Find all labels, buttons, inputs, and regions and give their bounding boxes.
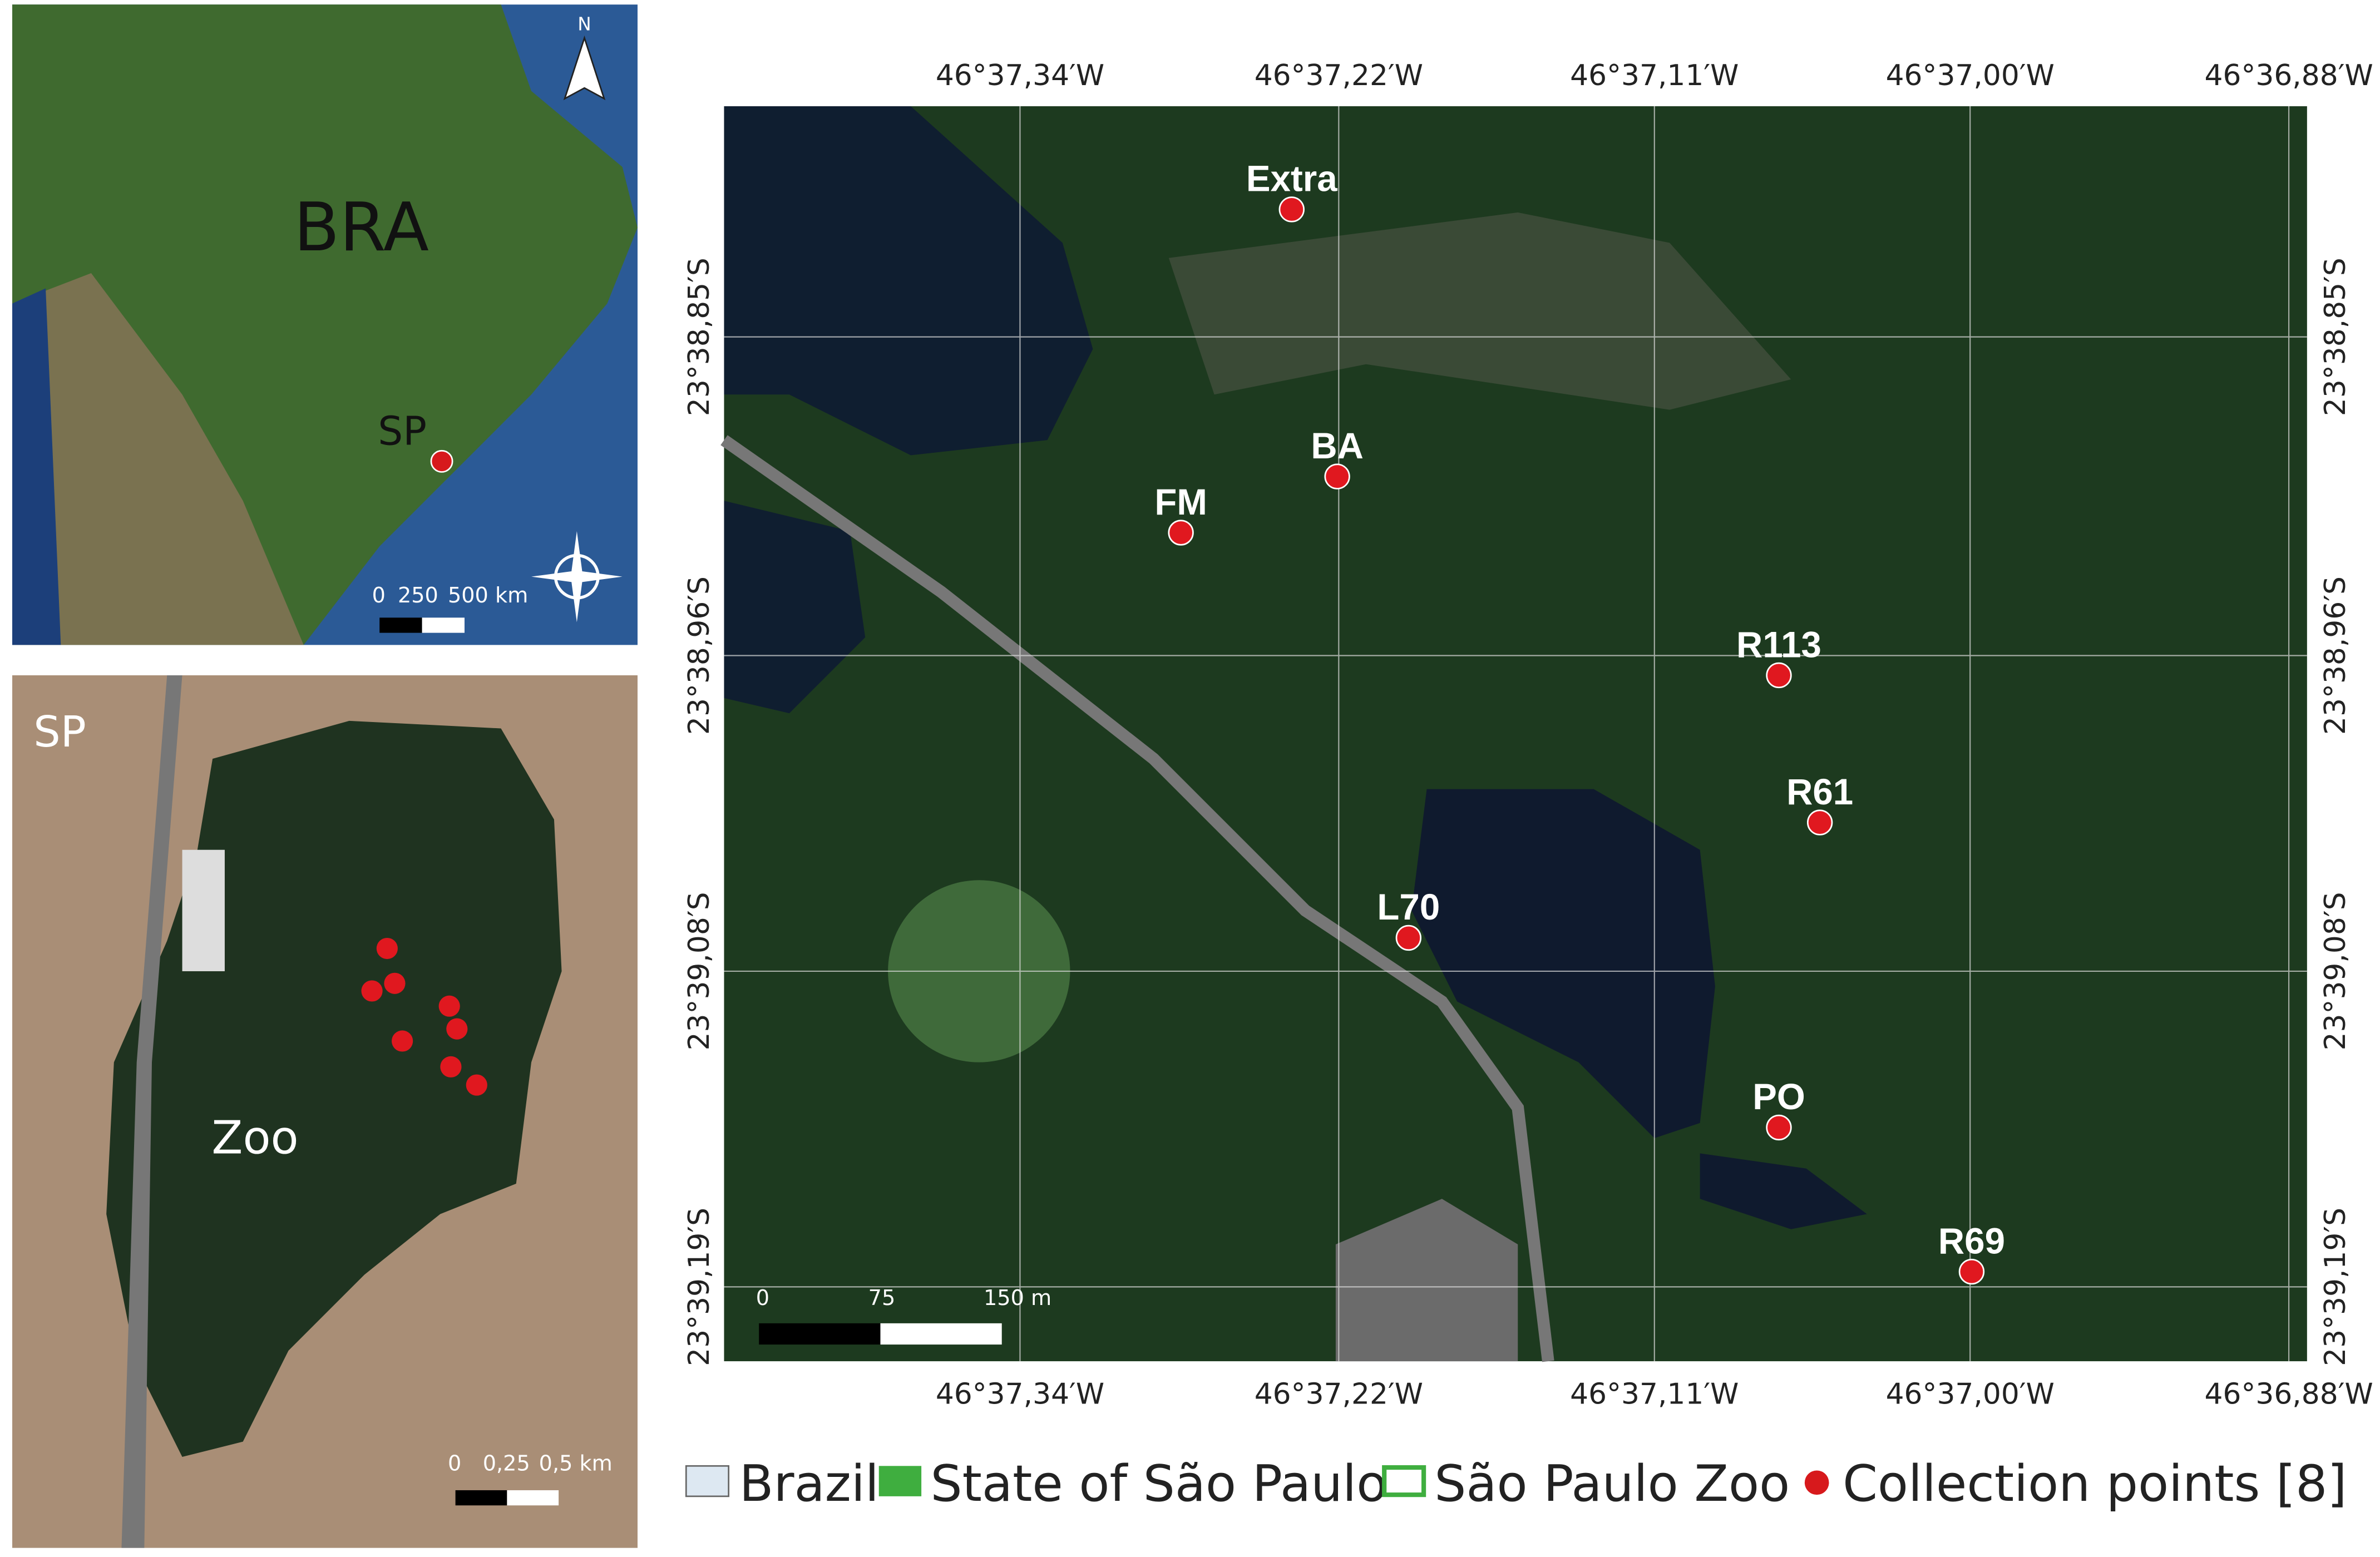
latitude-label: 23°38,85′S	[2319, 258, 2352, 416]
scale-bar	[455, 1490, 507, 1506]
point-label: Extra	[1246, 159, 1337, 199]
graticule	[724, 106, 2307, 1362]
point-label: FM	[1154, 482, 1207, 522]
point-label: R69	[1938, 1220, 2005, 1261]
point-label: PO	[1752, 1076, 1805, 1117]
latitude-labels-right: 23°38,85′S 23°38,96′S 23°39,08′S 23°39,19′S	[2319, 258, 2352, 1366]
longitude-label: 46°37,11′W	[1570, 59, 1739, 92]
scale-bar	[379, 617, 422, 633]
scale-label: 150 m	[984, 1286, 1051, 1311]
inset-point	[446, 1018, 468, 1040]
lake	[1411, 789, 1715, 1139]
scale-label: 0	[448, 1451, 461, 1476]
longitude-labels-top: 46°37,34′W 46°37,22′W 46°37,11′W 46°37,00′W…	[936, 59, 2373, 92]
legend-swatch	[685, 1465, 730, 1497]
collection-point	[1168, 520, 1194, 546]
longitude-label: 46°36,88′W	[2204, 59, 2373, 92]
collection-point	[1324, 463, 1350, 490]
main-map: 46°37,34′W 46°37,22′W 46°37,11′W 46°37,00′W…	[683, 59, 2373, 1411]
legend-label: Collection points [8]	[1843, 1455, 2347, 1513]
land-dry	[12, 273, 304, 645]
scale-bar	[880, 1323, 1002, 1345]
latitude-label: 23°39,08′S	[683, 892, 716, 1051]
longitude-label: 46°37,22′W	[1255, 59, 1423, 92]
collection-point	[1278, 196, 1305, 223]
legend: Brazil State of São Paulo São Paulo Zoo …	[685, 1455, 2347, 1513]
longitude-label: 46°37,00′W	[1886, 59, 2055, 92]
collection-point	[1806, 809, 1833, 836]
collection-point	[1395, 925, 1422, 951]
city-label: SP	[33, 708, 86, 757]
inset-point	[392, 1030, 413, 1052]
latitude-label: 23°39,19′S	[683, 1208, 716, 1366]
scale-label: 0	[756, 1286, 769, 1311]
scale-label: 75	[868, 1286, 896, 1311]
scale-bar	[507, 1490, 559, 1506]
building	[182, 849, 225, 971]
point-label: R113	[1736, 624, 1821, 665]
lake	[1700, 1153, 1867, 1229]
compass-rose	[531, 531, 623, 622]
inset-point	[438, 995, 460, 1017]
longitude-label: 46°37,11′W	[1570, 1377, 1739, 1411]
legend-label: Brazil	[739, 1455, 879, 1513]
inset-point	[466, 1074, 487, 1096]
ocean-west	[12, 288, 61, 645]
inset-points	[361, 937, 487, 1096]
lake	[724, 106, 1093, 456]
longitude-label: 46°37,34′W	[936, 1377, 1104, 1411]
zoo-label: Zoo	[211, 1111, 298, 1164]
scale-label: 500 km	[448, 584, 528, 608]
collection-point	[1766, 662, 1792, 689]
latitude-label: 23°38,85′S	[683, 258, 716, 416]
longitude-label: 46°36,88′W	[2204, 1377, 2373, 1411]
legend-label: State of São Paulo	[931, 1455, 1387, 1513]
point-label: L70	[1377, 887, 1440, 927]
latitude-label: 23°38,96′S	[683, 576, 716, 735]
legend-swatch	[1382, 1465, 1426, 1497]
longitude-label: 46°37,22′W	[1255, 1377, 1423, 1411]
latitude-labels-left: 23°38,85′S 23°38,96′S 23°39,08′S 23°39,19′S	[683, 258, 716, 1366]
latitude-label: 23°38,96′S	[2319, 576, 2352, 735]
legend-label: São Paulo Zoo	[1434, 1455, 1790, 1513]
scale-label: 0,25	[483, 1451, 530, 1476]
collection-points: Extra BA FM R113 R61 L70 PO R69	[1154, 159, 2005, 1285]
latitude-label: 23°39,19′S	[2319, 1208, 2352, 1366]
road	[121, 675, 182, 1548]
inset-point	[440, 1056, 462, 1077]
parking	[1335, 1199, 1518, 1362]
collection-point	[1958, 1258, 1985, 1285]
scale-label: 0,5 km	[539, 1451, 613, 1476]
collection-point	[1766, 1114, 1792, 1141]
sp-point	[430, 449, 453, 473]
inset-city: SP Zoo 0 0,25 0,5 km	[12, 675, 638, 1548]
longitude-label: 46°37,34′W	[936, 59, 1104, 92]
inset-point	[376, 937, 398, 960]
buildings	[1168, 212, 1791, 410]
scale-bar	[759, 1323, 881, 1345]
scale-bar	[422, 617, 465, 633]
point-label: R61	[1786, 772, 1853, 812]
longitude-label: 46°37,00′W	[1886, 1377, 2055, 1411]
scale-label: 250	[398, 584, 438, 608]
lake	[724, 501, 866, 714]
legend-swatch	[1804, 1470, 1829, 1495]
inset-brazil: BRA SP N 0 250 500 km	[12, 4, 638, 645]
state-label: SP	[378, 408, 427, 454]
legend-swatch	[878, 1466, 922, 1496]
latitude-label: 23°39,08′S	[2319, 892, 2352, 1051]
north-arrow	[563, 35, 606, 101]
road	[720, 435, 1554, 1362]
scale-label: 0	[372, 584, 386, 608]
inset-point	[384, 972, 406, 994]
point-label: BA	[1311, 426, 1364, 466]
longitude-labels-bottom: 46°37,34′W 46°37,22′W 46°37,11′W 46°37,00′W…	[936, 1377, 2373, 1411]
inset-point	[361, 980, 383, 1002]
country-label: BRA	[294, 189, 429, 266]
north-label: N	[577, 14, 591, 35]
